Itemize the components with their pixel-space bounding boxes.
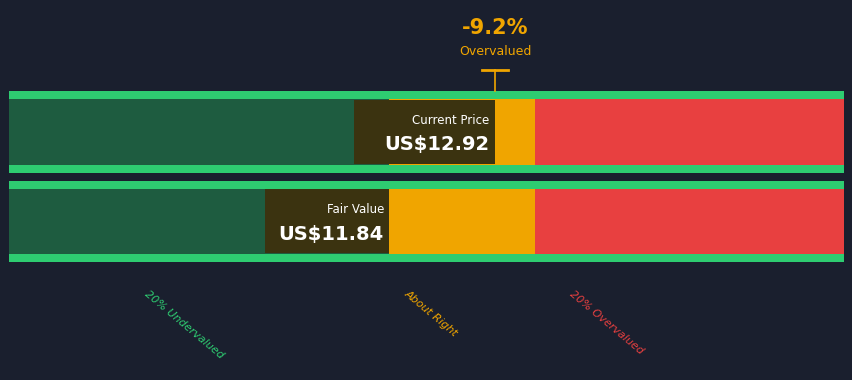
Bar xyxy=(9,180,843,188)
Bar xyxy=(534,188,843,254)
Bar xyxy=(9,91,843,100)
Bar xyxy=(354,100,494,164)
Text: Fair Value: Fair Value xyxy=(326,203,383,216)
Bar xyxy=(9,254,843,262)
Text: 20% Overvalued: 20% Overvalued xyxy=(567,289,644,356)
Bar xyxy=(9,165,843,173)
Bar xyxy=(9,188,389,254)
Text: Current Price: Current Price xyxy=(412,114,489,127)
Text: -9.2%: -9.2% xyxy=(461,19,527,38)
Text: 20% Undervalued: 20% Undervalued xyxy=(142,289,225,361)
Bar xyxy=(265,190,389,253)
Bar xyxy=(534,100,843,165)
Text: US$11.84: US$11.84 xyxy=(279,225,383,244)
Bar xyxy=(389,100,534,165)
Bar xyxy=(9,100,389,165)
Text: About Right: About Right xyxy=(402,289,458,339)
Text: US$12.92: US$12.92 xyxy=(384,135,489,154)
Text: Overvalued: Overvalued xyxy=(458,45,531,58)
Bar xyxy=(389,188,534,254)
